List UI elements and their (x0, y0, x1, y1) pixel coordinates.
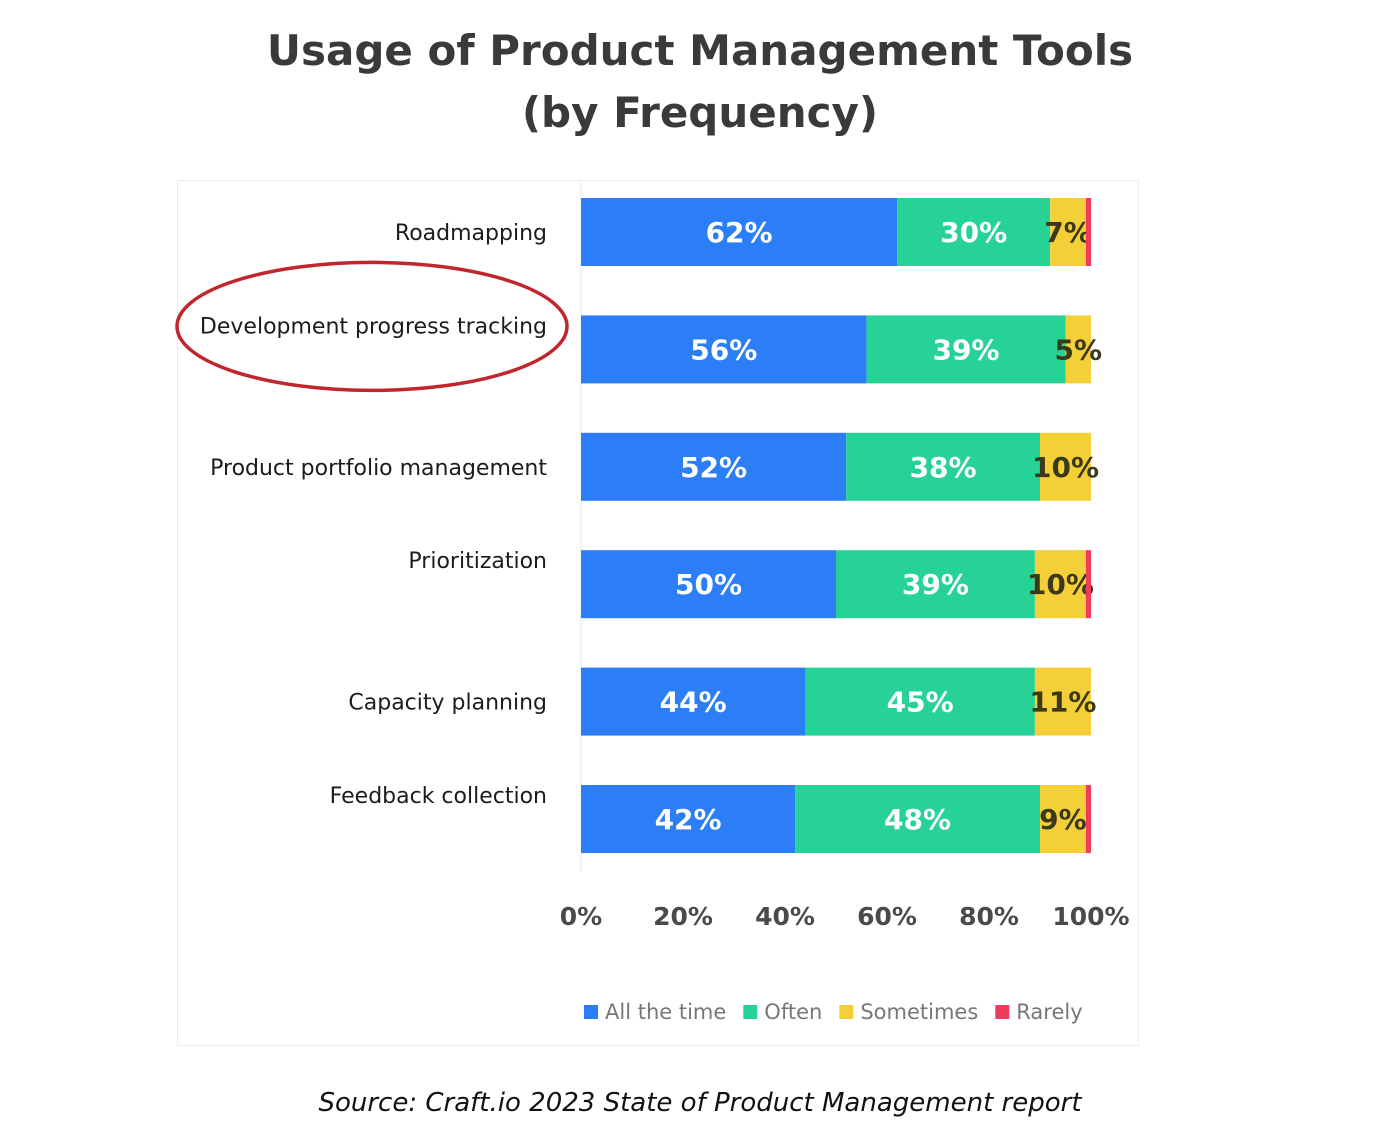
x-tick-label: 40% (755, 902, 815, 931)
data-label: 50% (675, 568, 742, 601)
data-label: 62% (706, 216, 773, 249)
x-axis-ticks: 0% 20% 40% 60% 80% 100% (560, 902, 1130, 931)
bar-often (846, 432, 1040, 501)
category-label: Development progress tracking (200, 314, 547, 339)
bar-rarely (1085, 785, 1091, 853)
bar-row-prioritization: 50% 39% 10% (581, 550, 1094, 619)
legend-label: Sometimes (860, 1000, 978, 1024)
bar-sometimes (1050, 198, 1086, 266)
bar-rarely (1085, 550, 1091, 619)
chart-title: Usage of Product Management Tools (by Fr… (0, 20, 1400, 144)
bar-row-roadmapping: 62% 30% 7% (581, 198, 1092, 266)
bar-sometimes (1040, 785, 1086, 853)
legend-item-often: Often (743, 1000, 822, 1024)
x-tick-label: 80% (959, 902, 1019, 931)
data-label: 52% (680, 451, 747, 484)
category-label: Roadmapping (395, 221, 547, 246)
data-label: 45% (887, 686, 954, 719)
data-label: 39% (902, 568, 969, 601)
data-label: 10% (1027, 568, 1094, 601)
bar-all-the-time (581, 315, 867, 384)
legend-item-all-the-time: All the time (584, 1000, 726, 1024)
legend-item-rarely: Rarely (995, 1000, 1083, 1024)
bar-sometimes (1065, 315, 1091, 384)
bar-all-the-time (581, 198, 898, 266)
bar-sometimes (1034, 550, 1086, 619)
highlight-ellipse (175, 260, 569, 393)
data-label: 48% (884, 803, 951, 836)
bar-rarely (1085, 198, 1091, 266)
legend-swatch (743, 1005, 758, 1019)
data-label: 39% (933, 333, 1000, 366)
bars: 62% 30% 7% 56% 39% 5% 52% 38% 10% 50% 39% 10% 44% 45%… (581, 198, 1102, 853)
legend-swatch (584, 1005, 598, 1019)
bar-row-development-progress-tracking: 56% 39% 5% (581, 315, 1102, 384)
bar-often (795, 785, 1040, 853)
x-tick-label: 0% (560, 902, 602, 931)
bar-all-the-time (581, 667, 806, 736)
bar-row-capacity-planning: 44% 45% 11% (581, 667, 1096, 736)
legend-label: Rarely (1016, 1000, 1082, 1024)
x-tick-label: 20% (653, 902, 713, 931)
data-label: 10% (1032, 451, 1099, 484)
bar-row-product-portfolio-management: 52% 38% 10% (581, 432, 1099, 501)
bar-often (805, 667, 1035, 736)
bar-all-the-time (581, 550, 836, 619)
category-labels: Roadmapping Development progress tracking… (200, 221, 547, 809)
category-label: Prioritization (408, 549, 547, 574)
bar-sometimes (1034, 667, 1091, 736)
chart-frame (177, 180, 1139, 1046)
chart-title-line-2: (by Frequency) (521, 88, 879, 137)
chart-title-line-1: Usage of Product Management Tools (266, 26, 1134, 75)
legend-swatch (995, 1005, 1010, 1019)
bar-row-feedback-collection: 42% 48% 9% (581, 785, 1091, 853)
source-caption: Source: Craft.io 2023 State of Product M… (318, 1088, 1082, 1118)
x-tick-label: 60% (857, 902, 917, 931)
data-label: 38% (910, 451, 977, 484)
legend-item-sometimes: Sometimes (839, 1000, 978, 1024)
bar-sometimes (1040, 432, 1091, 501)
bar-all-the-time (581, 432, 847, 501)
legend-label: All the time (605, 1000, 726, 1024)
category-label: Feedback collection (330, 784, 547, 809)
bar-often (897, 198, 1051, 266)
data-label: 56% (690, 333, 757, 366)
data-label: 9% (1039, 803, 1087, 836)
data-label: 7% (1044, 216, 1092, 249)
bar-often (836, 550, 1035, 619)
category-label: Product portfolio management (210, 456, 547, 481)
x-tick-label: 100% (1052, 902, 1129, 931)
legend-label: Often (764, 1000, 822, 1024)
legend: All the time Often Sometimes Rarely (584, 1000, 1083, 1024)
data-label: 5% (1054, 333, 1102, 366)
data-label: 11% (1029, 686, 1096, 719)
data-label: 42% (655, 803, 722, 836)
data-label: 44% (660, 686, 727, 719)
category-label: Capacity planning (348, 691, 547, 716)
bar-often (866, 315, 1066, 384)
data-label: 30% (940, 216, 1007, 249)
highlight-annotation (175, 260, 569, 393)
legend-swatch (839, 1005, 854, 1019)
bar-all-the-time (581, 785, 796, 853)
